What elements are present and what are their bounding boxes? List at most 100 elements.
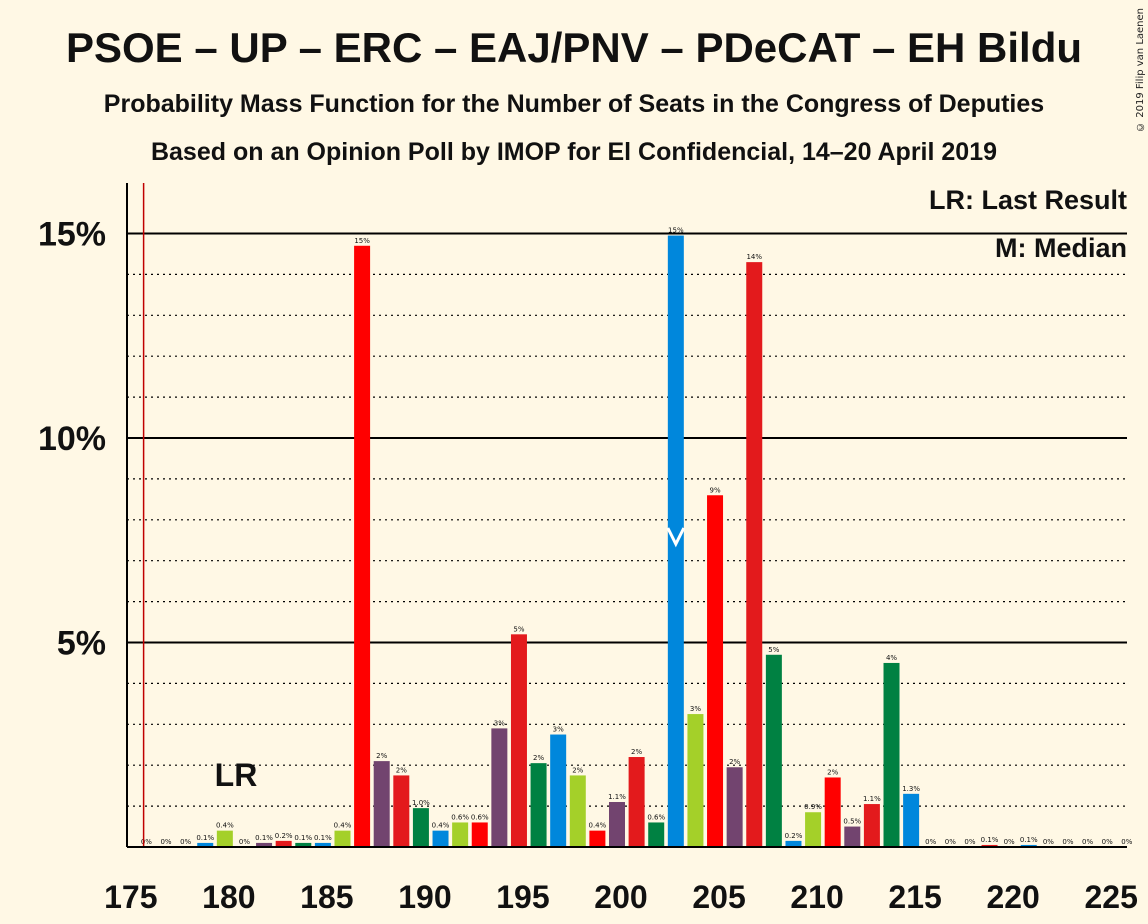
x-tick-label: 180 [202,879,255,915]
bar-label-seat-194: 3% [494,719,505,727]
x-tick-label: 190 [398,879,451,915]
bar-seat-180 [216,830,233,847]
bar-label-seat-180: 0.4% [216,822,234,830]
bar-seat-221 [1020,844,1037,847]
bar-label-seat-190: 1.0% [412,799,430,807]
bar-seat-219 [981,844,998,847]
bar-label-seat-188: 2% [376,752,387,760]
x-tick-label: 220 [986,879,1039,915]
bar-label-seat-209: 0.2% [785,832,803,840]
bar-label-seat-219: 0.1% [981,836,999,844]
bar-seat-193 [471,822,488,847]
bar-label-seat-216: 0% [925,838,936,846]
x-tick-label: 195 [496,879,549,915]
bar-seat-191 [432,830,449,847]
axes: 5% 10% 15% 175 180 185 190 195 200 205 210 215 220 22… [38,183,1138,915]
bar-label-seat-206: 2% [729,758,740,766]
bars [197,235,1037,848]
bar-seat-205 [707,495,724,847]
bar-label-seat-185: 0.1% [314,834,332,842]
bar-label-seat-184: 0.1% [294,834,312,842]
bar-label-seat-210: 0.9% [804,803,822,811]
bar-labels: 0% 0% 0%0.1%0.4%0%0.1% 0.2% 0.1% 0.1%0.4%15%2… [141,227,1133,846]
bar-label-seat-211: 2% [827,768,838,776]
bar-seat-204 [687,714,704,847]
y-tick-label: 5% [57,625,106,663]
bar-seat-207 [746,262,763,847]
bar-label-seat-225: 0% [1102,838,1113,846]
bar-seat-192 [452,822,469,847]
bar-seat-194 [491,728,508,847]
bar-seat-211 [824,777,841,847]
y-tick-label: 15% [38,216,106,254]
bar-label-seat-226: 0% [1121,838,1132,846]
bar-label-seat-217: 0% [945,838,956,846]
bar-label-seat-213: 1.1% [863,795,881,803]
bar-seat-186 [334,830,351,847]
bar-seat-214 [883,662,900,847]
median-marker [666,527,686,548]
bar-seat-197 [550,734,567,847]
y-tick-label: 10% [38,420,106,458]
bar-seat-213 [863,804,880,847]
bar-label-seat-208: 5% [768,646,779,654]
bar-label-seat-218: 0% [964,838,975,846]
bar-seat-210 [805,812,822,847]
x-tick-label: 175 [104,879,157,915]
bar-seat-201 [628,757,645,847]
bar-label-seat-195: 5% [513,625,524,633]
bar-seat-189 [393,775,410,847]
bar-seat-199 [589,830,606,847]
grid-lines [127,232,1127,807]
bar-seat-190 [412,808,429,847]
bar-label-seat-207: 14% [746,253,762,261]
bar-label-seat-179: 0.1% [196,834,214,842]
bar-seat-206 [726,767,743,847]
bar-label-seat-201: 2% [631,748,642,756]
bar-seat-188 [373,761,390,847]
x-tick-label: 225 [1085,879,1138,915]
bar-label-seat-203: 15% [668,227,684,235]
bar-seat-212 [844,826,861,847]
bar-seat-209 [785,840,802,847]
bar-seat-215 [903,793,920,847]
bar-seat-183 [275,840,292,847]
bar-label-seat-192: 0.6% [451,813,469,821]
bar-label-seat-205: 9% [709,486,720,494]
bar-label-seat-182: 0.1% [255,834,273,842]
bar-label-seat-221: 0.1% [1020,836,1038,844]
bar-label-seat-224: 0% [1082,838,1093,846]
bar-label-seat-214: 4% [886,654,897,662]
bar-label-seat-200: 1.1% [608,793,626,801]
bar-seat-182 [256,842,273,847]
legend-last-result: LR: Last Result [929,185,1127,215]
x-tick-label: 185 [300,879,353,915]
bar-seat-184 [295,842,312,847]
bar-seat-198 [569,775,586,847]
bar-label-seat-183: 0.2% [275,832,293,840]
x-tick-label: 210 [790,879,843,915]
bar-label-seat-202: 0.6% [647,813,665,821]
bar-label-seat-223: 0% [1062,838,1073,846]
chart-source: Based on an Opinion Poll by IMOP for El … [150,138,998,166]
bar-seat-185 [314,842,331,847]
bar-seat-179 [197,842,214,847]
bar-label-seat-178: 0% [180,838,191,846]
bar-label-seat-187: 15% [354,237,370,245]
last-result-label: LR [215,757,258,793]
bar-label-seat-196: 2% [533,754,544,762]
bar-label-seat-186: 0.4% [334,822,352,830]
x-tick-label: 215 [888,879,941,915]
bar-label-seat-220: 0% [1004,838,1015,846]
chart-subtitle: Probability Mass Function for the Number… [103,90,1045,118]
bar-label-seat-212: 0.5% [843,818,861,826]
bar-label-seat-197: 3% [553,726,564,734]
bar-label-seat-176: 0% [141,838,152,846]
chart-title: PSOE – UP – ERC – EAJ/PNV – PDeCAT – EH … [65,24,1083,71]
bar-label-seat-191: 0.4% [432,822,450,830]
bar-label-seat-198: 2% [572,766,583,774]
bar-seat-187 [354,245,371,847]
bar-label-seat-181: 0% [239,838,250,846]
bar-label-seat-189: 2% [396,766,407,774]
